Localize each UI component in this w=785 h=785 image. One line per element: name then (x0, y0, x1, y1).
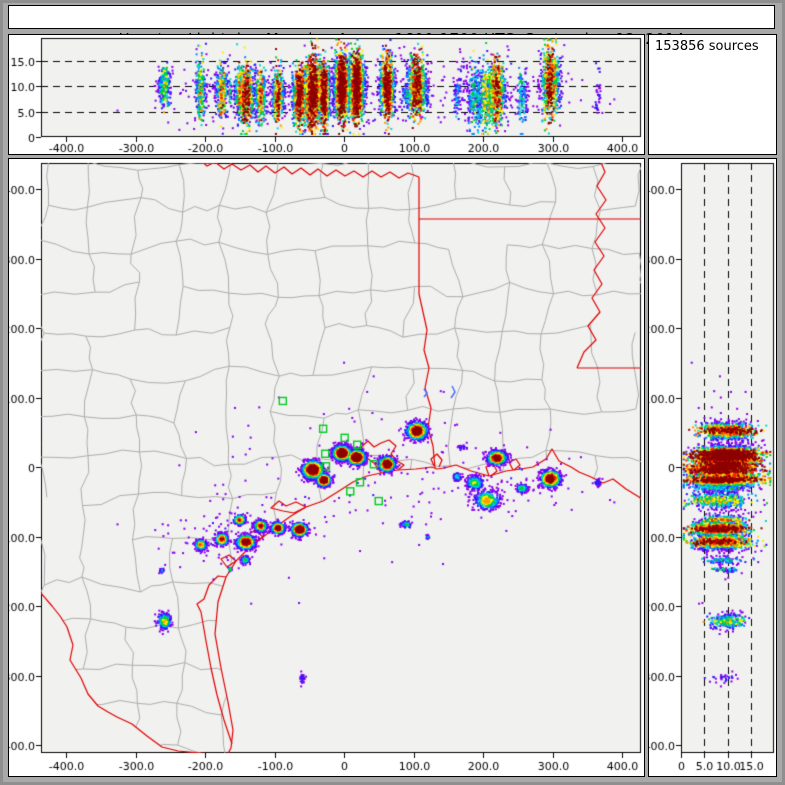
altitude-ew-panel (8, 34, 645, 155)
map-canvas (9, 159, 644, 776)
sources-panel: 153856 sources (648, 34, 777, 155)
sources-count: 153856 sources (655, 39, 759, 54)
altitude-ns-canvas (649, 159, 776, 776)
title-bar: Houston Lightning Mapping Array 1600-170… (8, 5, 775, 48)
altitude-ew-canvas (9, 35, 644, 154)
map-panel (8, 158, 645, 777)
altitude-ns-panel (648, 158, 777, 777)
